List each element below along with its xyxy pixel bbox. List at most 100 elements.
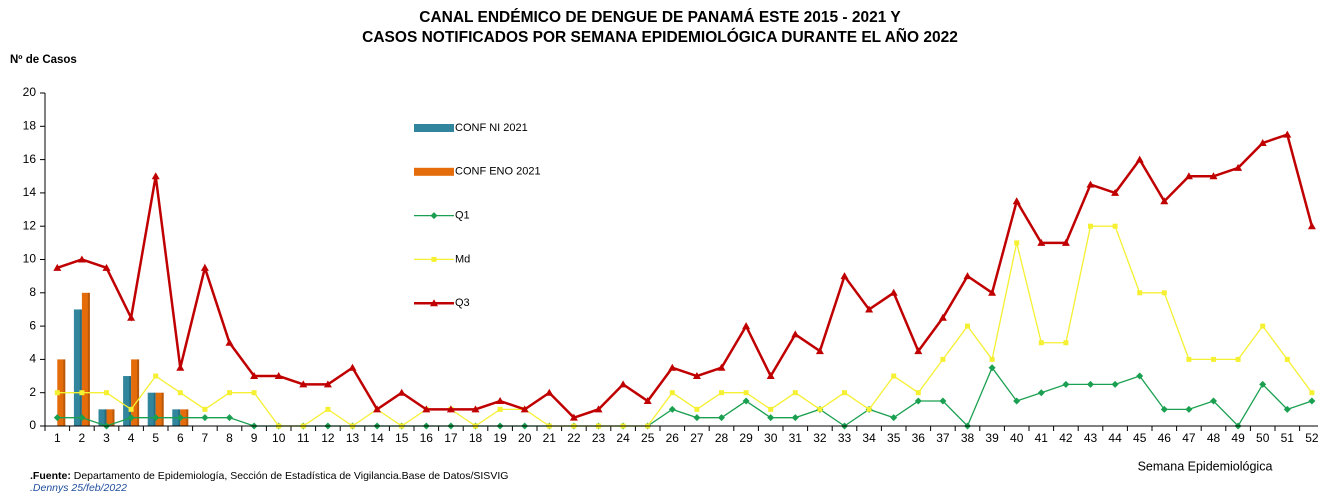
point — [1235, 356, 1241, 362]
point — [1135, 155, 1144, 163]
point — [1086, 180, 1095, 188]
y-tick-label: 18 — [23, 118, 37, 132]
point — [1258, 138, 1267, 146]
point — [53, 263, 62, 271]
point — [914, 397, 922, 405]
point — [891, 373, 897, 379]
point — [250, 372, 259, 380]
x-tick-label: 37 — [936, 431, 950, 445]
y-tick-label: 12 — [23, 218, 37, 232]
bar — [106, 409, 115, 426]
point — [471, 405, 480, 413]
point — [718, 414, 725, 422]
point — [717, 363, 726, 371]
point — [1111, 188, 1120, 196]
x-tick-label: 47 — [1182, 431, 1196, 445]
point — [938, 313, 947, 321]
bar — [123, 376, 132, 426]
point — [939, 397, 947, 405]
point — [1087, 380, 1094, 388]
x-tick-label: 40 — [1010, 431, 1024, 445]
point — [817, 406, 823, 412]
point — [497, 406, 503, 412]
y-tick-label: 2 — [29, 385, 36, 399]
point — [1209, 172, 1218, 180]
x-tick-label: 13 — [346, 431, 360, 445]
point — [914, 347, 923, 355]
x-tick-label: 21 — [543, 431, 557, 445]
legend-marker — [430, 299, 438, 307]
point — [78, 414, 86, 422]
point — [792, 390, 798, 396]
x-tick-label: 41 — [1035, 431, 1049, 445]
x-tick-label: 48 — [1207, 431, 1221, 445]
legend-swatch — [414, 167, 454, 176]
line — [56, 133, 1314, 420]
x-tick-label: 11 — [297, 431, 310, 445]
bar — [98, 409, 107, 426]
point — [643, 397, 652, 405]
point — [742, 322, 751, 330]
x-tick-label: 19 — [493, 431, 507, 445]
point — [177, 390, 183, 396]
point — [594, 405, 603, 413]
point — [1063, 340, 1069, 346]
point — [692, 372, 701, 380]
point — [1307, 222, 1316, 230]
point — [1012, 197, 1021, 205]
point — [965, 323, 970, 329]
point — [153, 373, 159, 379]
x-tick-label: 12 — [321, 431, 335, 445]
source-label: .Fuente: — [30, 470, 71, 482]
legend-label: Md — [455, 253, 470, 265]
x-tick-label: 29 — [739, 431, 753, 445]
point — [1308, 397, 1316, 405]
point — [176, 363, 185, 371]
x-tick-label: 18 — [469, 431, 483, 445]
bar — [131, 359, 140, 426]
point — [768, 406, 774, 412]
point — [766, 372, 775, 380]
x-tick-label: 22 — [567, 431, 581, 445]
point — [54, 390, 60, 396]
x-tick-label: 25 — [641, 431, 655, 445]
x-tick-label: 5 — [152, 431, 159, 445]
x-tick-label: 50 — [1256, 431, 1270, 445]
x-tick-label: 36 — [912, 431, 926, 445]
point — [1160, 197, 1169, 205]
point — [1037, 238, 1046, 246]
legend-label: CONF NI 2021 — [455, 122, 528, 134]
bar-shade — [129, 376, 132, 426]
source: .Fuente: Departamento de Epidemiología, … — [30, 470, 508, 482]
point — [151, 172, 160, 180]
x-tick-label: 10 — [272, 431, 286, 445]
chart-title: CANAL ENDÉMICO DE DENGUE DE PANAMÁ ESTE … — [419, 9, 901, 26]
legend-marker — [430, 212, 438, 220]
point — [791, 414, 799, 422]
point — [545, 388, 554, 396]
point — [1061, 238, 1070, 246]
legend-label: Q3 — [455, 297, 470, 309]
x-tick-label: 52 — [1305, 431, 1319, 445]
x-tick-label: 24 — [616, 431, 630, 445]
point — [693, 414, 701, 422]
point — [53, 414, 61, 422]
point — [1234, 163, 1243, 171]
bar-shade — [112, 409, 115, 426]
point — [1211, 356, 1216, 362]
x-tick-label: 39 — [985, 431, 999, 445]
source-text: Departamento de Epidemiología, Sección d… — [71, 470, 509, 482]
y-tick-label: 16 — [23, 152, 37, 166]
point — [152, 414, 160, 422]
point — [1283, 405, 1291, 413]
point — [1137, 290, 1143, 296]
x-tick-label: 26 — [666, 431, 680, 445]
point — [201, 414, 209, 422]
x-tick-label: 33 — [838, 431, 852, 445]
point — [79, 390, 85, 396]
point — [1260, 323, 1266, 329]
x-tick-label: 4 — [128, 431, 135, 445]
x-tick-label: 42 — [1059, 431, 1073, 445]
point — [1284, 356, 1290, 362]
point — [299, 380, 308, 388]
